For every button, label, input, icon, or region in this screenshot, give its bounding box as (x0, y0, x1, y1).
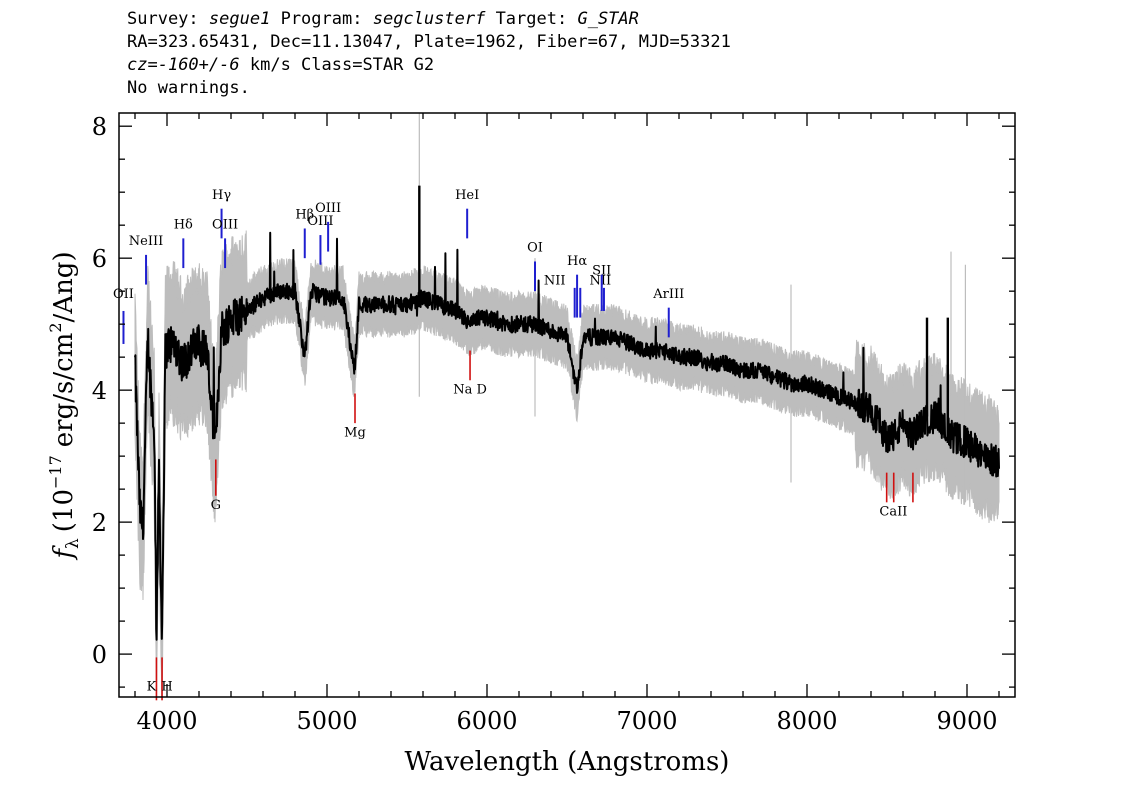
survey-label: Survey: (127, 9, 199, 29)
emission-line-label: OII (113, 287, 134, 302)
header-line-warnings: No warnings. (127, 78, 250, 98)
y-tick-label: 6 (92, 245, 107, 273)
target-label: Target: (495, 9, 568, 29)
program-value: segclusterf (372, 9, 486, 29)
emission-line-label: Hγ (212, 188, 231, 203)
emission-line-label: OIII (307, 214, 333, 229)
y-tick-label: 0 (92, 641, 107, 669)
y-axis-title: fλ(10−17erg/s/cm2/Ang) (46, 251, 83, 560)
absorption-line-label: Mg (344, 425, 366, 440)
absorption-line-label: G (211, 498, 221, 513)
y-tick-label: 8 (92, 113, 107, 141)
x-tick-label: 6000 (456, 707, 517, 735)
header-line-coordinates: RA=323.65431, Dec=11.13047, Plate=1962, … (127, 32, 731, 52)
absorption-line-label: CaII (879, 505, 907, 520)
emission-line-label: OIII (315, 201, 341, 216)
header-line-redshift: cz=-160+/-6 km/s Class=STAR G2 (127, 54, 731, 77)
cz-label: cz= (127, 55, 158, 75)
y-axis-title-open: (10 (49, 489, 79, 532)
emission-line-label: OIII (212, 217, 238, 232)
emission-line-label: NII (589, 274, 611, 289)
cz-units: km/s Class=STAR G2 (249, 55, 435, 75)
plot-frame (118, 112, 1016, 698)
emission-line-label: SII (592, 264, 611, 279)
program-label: Program: (280, 9, 363, 29)
absorption-line-label: Na D (453, 382, 487, 397)
flux-layer (134, 185, 1000, 641)
emission-line-label: HeI (455, 188, 479, 203)
y-tick-label: 2 (92, 509, 107, 537)
y-axis-title-exp: −17 (46, 455, 65, 489)
emission-line-label: ArIII (652, 287, 684, 302)
emission-line-label: NII (544, 274, 566, 289)
x-tick-label: 8000 (776, 707, 837, 735)
emission-line-label: Hβ (295, 208, 314, 223)
survey-value: segue1 (208, 9, 271, 29)
header-line-survey: Survey: segue1 Program: segclusterf Targ… (127, 8, 731, 31)
x-tick-label: 7000 (616, 707, 677, 735)
x-tick-label: 9000 (936, 707, 997, 735)
x-tick-label: 4000 (136, 707, 197, 735)
flux-line (134, 231, 1000, 641)
spectrum-header: Survey: segue1 Program: segclusterf Targ… (127, 8, 731, 100)
x-axis-title: Wavelength (Angstroms) (405, 747, 730, 777)
emission-line-label: OI (527, 241, 543, 256)
axis-ticks: 4000 5000 6000 7000 8000 9000 0 2 4 6 8 (92, 113, 1015, 735)
emission-line-label: NeIII (129, 234, 163, 249)
cz-value: -160+/-6 (157, 55, 240, 75)
y-axis-title-close: /Ang) (49, 251, 79, 322)
y-axis-title-sub: λ (63, 538, 83, 549)
y-axis-title-sq: 2 (46, 322, 65, 332)
y-axis-title-units: erg/s/cm (49, 333, 79, 448)
y-tick-label: 4 (92, 377, 107, 405)
x-tick-label: 5000 (296, 707, 357, 735)
target-value: G_STAR (577, 9, 639, 29)
emission-line-label: Hδ (174, 217, 193, 232)
absorption-line-label: K (147, 679, 157, 694)
emission-line-label: Hα (567, 254, 587, 269)
